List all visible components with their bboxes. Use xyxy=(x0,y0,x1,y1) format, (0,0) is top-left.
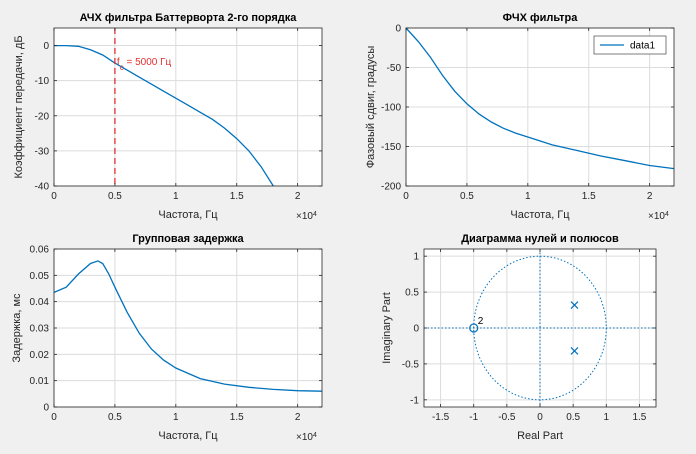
zero-marker xyxy=(469,323,479,333)
x-axis-label: Частота, Гц xyxy=(158,209,218,221)
zero-multiplicity-label: 2 xyxy=(478,316,484,327)
y-tick-label: 0.03 xyxy=(30,324,50,335)
y-tick-label: 0.5 xyxy=(405,288,419,299)
series-line xyxy=(53,260,323,392)
x-tick-label: 2 xyxy=(647,191,653,202)
x-axis-exponent: ×104 xyxy=(296,432,317,444)
x-axis-exponent: ×104 xyxy=(648,211,669,223)
x-tick-label: -0.5 xyxy=(498,412,516,423)
y-tick-label: 1 xyxy=(413,252,419,263)
y-tick-label: -200 xyxy=(381,182,401,193)
y-tick-label: -150 xyxy=(381,142,401,153)
cutoff-frequency-label: fc = 5000 Гц xyxy=(117,57,172,72)
x-tick-label: 1.5 xyxy=(582,191,596,202)
subplot-magnitude-response: 0 0.5 1 1.5 2 -40 -30 -20 -10 0 АЧХ фильтра Баттер… xyxy=(13,12,323,223)
y-axis-label: Imaginary Part xyxy=(381,292,393,364)
x-tick-label: 0 xyxy=(403,191,409,202)
legend-box xyxy=(593,35,667,55)
x-axis-label: Real Part xyxy=(517,430,563,442)
chart-title: АЧХ фильтра Баттерворта 2-го порядка xyxy=(80,12,298,24)
x-axis-label: Частота, Гц xyxy=(158,430,218,442)
y-tick-label: 0.06 xyxy=(30,245,50,256)
y-tick-label: 0.01 xyxy=(30,376,50,387)
x-tick-label: 1 xyxy=(604,412,610,423)
chart-title: Диаграмма нулей и полюсов xyxy=(461,233,619,245)
y-tick-label: 0.05 xyxy=(30,271,50,282)
x-tick-label: 0 xyxy=(51,412,57,423)
y-tick-label: 0.02 xyxy=(30,350,50,361)
pole-marker xyxy=(570,301,579,309)
plot-area xyxy=(54,28,322,186)
axes-box xyxy=(53,27,323,187)
y-tick-label: 0.04 xyxy=(30,297,50,308)
x-tick-label: 0.5 xyxy=(460,191,474,202)
series-line xyxy=(54,44,274,187)
y-tick-label: -50 xyxy=(387,63,402,74)
x-exponent-value: 4 xyxy=(665,211,669,218)
subplot-pole-zero: -1.5 -1 -0.5 0 0.5 1 1.5 -1 -0.5 0 0.5 1 Диаграмма н… xyxy=(381,233,657,442)
y-tick-label: 0 xyxy=(43,41,49,52)
x-tick-label: 1 xyxy=(173,412,179,423)
y-tick-label: 0 xyxy=(43,403,49,414)
x-axis-exponent: ×104 xyxy=(296,211,317,223)
x-tick-label: -1 xyxy=(469,412,478,423)
x-tick-label: 1.5 xyxy=(230,412,244,423)
subplot-phase-response: 0 0.5 1 1.5 2 -200 -150 -100 -50 0 ФЧХ фильтра Част… xyxy=(365,12,675,223)
series-line xyxy=(405,27,675,170)
x-exponent-value: 4 xyxy=(313,211,317,218)
x-tick-label: 0.5 xyxy=(108,191,122,202)
x-tick-label: 2 xyxy=(295,412,301,423)
y-tick-label: 0 xyxy=(395,24,401,35)
x-tick-label: 1 xyxy=(173,191,179,202)
y-tick-label: -100 xyxy=(381,103,401,114)
x-tick-label: 1.5 xyxy=(632,412,646,423)
y-axis-label: Фазовый сдвиг, градусы xyxy=(365,46,377,169)
y-tick-label: -40 xyxy=(35,182,50,193)
y-tick-label: -20 xyxy=(35,111,50,122)
x-axis-label: Частота, Гц xyxy=(510,209,570,221)
subplot-group-delay: 0 0.5 1 1.5 2 0 0.01 0.02 0.03 0.04 0.05 0.06 Группо… xyxy=(11,233,323,444)
y-tick-label: 0 xyxy=(413,324,419,335)
x-tick-label: 0 xyxy=(51,191,57,202)
x-tick-label: -1.5 xyxy=(432,412,450,423)
legend-label-data1: data1 xyxy=(630,41,655,52)
y-axis-label: Задержка, мс xyxy=(11,293,23,363)
cutoff-label-text: = 5000 Гц xyxy=(124,57,172,68)
y-tick-label: -10 xyxy=(35,76,50,87)
x-tick-label: 2 xyxy=(295,191,301,202)
x-exponent-value: 4 xyxy=(313,432,317,439)
chart-title: Групповая задержка xyxy=(132,233,244,245)
y-tick-label: -30 xyxy=(35,146,50,157)
y-axis-label: Коэффициент передачи, дБ xyxy=(13,35,25,178)
cutoff-label-subscript: c xyxy=(120,63,124,72)
chart-title: ФЧХ фильтра xyxy=(503,12,579,24)
x-tick-label: 0.5 xyxy=(108,412,122,423)
x-tick-label: 0.5 xyxy=(566,412,580,423)
pole-marker xyxy=(570,347,579,355)
legend[interactable]: data1 xyxy=(593,35,667,55)
x-tick-label: 1 xyxy=(525,191,531,202)
y-tick-label: -0.5 xyxy=(402,359,420,370)
x-tick-label: 0 xyxy=(537,412,543,423)
y-tick-label: -1 xyxy=(410,395,419,406)
x-tick-label: 1.5 xyxy=(230,191,244,202)
